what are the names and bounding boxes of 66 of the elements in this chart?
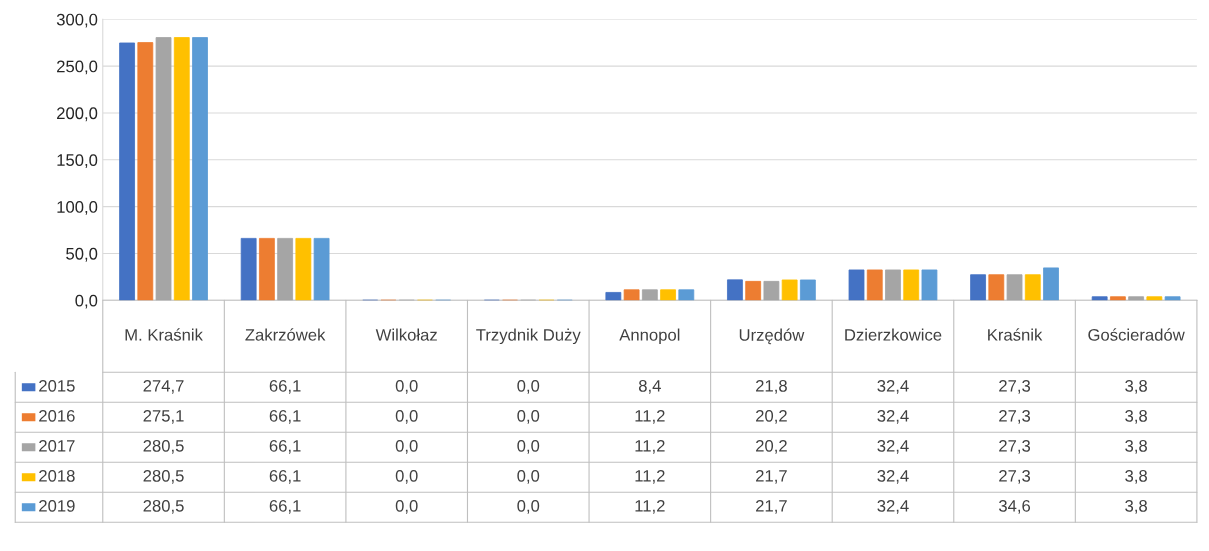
y-tick-label: 0,0 xyxy=(75,294,98,309)
y-tick-label: 300,0 xyxy=(56,13,98,28)
y-tick-label: 50,0 xyxy=(66,247,98,262)
data-label: 11,2 xyxy=(635,469,665,484)
data-label: 66,1 xyxy=(269,499,301,514)
data-label: 11,2 xyxy=(635,409,665,424)
data-label: 0,0 xyxy=(517,379,540,394)
x-tick-label: Urzędów xyxy=(739,328,805,345)
data-label: 32,4 xyxy=(877,409,909,424)
data-label: 3,8 xyxy=(1125,439,1147,454)
data-label: 0,0 xyxy=(517,469,540,484)
data-label: 0,0 xyxy=(395,409,418,424)
data-label: 280,5 xyxy=(143,469,184,484)
x-tick-label: Trzydnik Duży xyxy=(476,328,581,345)
legend-label: 2016 xyxy=(39,409,75,422)
legend-label: 2015 xyxy=(39,379,75,392)
x-tick-label: Zakrzówek xyxy=(245,328,326,341)
data-label: 66,1 xyxy=(269,409,301,424)
data-label: 274,7 xyxy=(143,379,184,394)
data-label: 21,7 xyxy=(756,469,787,484)
data-label: 66,1 xyxy=(269,379,301,394)
y-tick-label: 200,0 xyxy=(57,107,98,122)
x-tick-label: M. Kraśnik xyxy=(125,328,203,341)
data-label: 34,6 xyxy=(998,499,1031,514)
data-label: 0,0 xyxy=(517,499,540,514)
data-label: 20,2 xyxy=(756,409,787,424)
data-label: 27,3 xyxy=(999,469,1031,484)
data-label: 8,4 xyxy=(638,379,661,394)
data-label: 0,0 xyxy=(517,409,540,424)
data-label: 11,2 xyxy=(635,439,665,454)
data-label: 275,1 xyxy=(143,409,184,424)
data-label: 3,8 xyxy=(1125,379,1147,394)
y-tick-label: 250,0 xyxy=(57,60,98,75)
data-label: 3,8 xyxy=(1125,469,1147,484)
data-label: 32,4 xyxy=(877,499,909,514)
data-label: 27,3 xyxy=(999,379,1031,394)
legend-label: 2019 xyxy=(39,499,75,512)
x-tick-label: Annopol xyxy=(619,328,680,345)
data-label: 0,0 xyxy=(395,499,418,514)
data-label: 280,5 xyxy=(143,499,184,514)
data-label: 0,0 xyxy=(395,439,418,454)
data-label: 21,8 xyxy=(756,379,787,394)
y-tick-label: 100,0 xyxy=(57,201,98,215)
data-label: 11,2 xyxy=(635,499,665,514)
data-label: 21,7 xyxy=(756,499,787,514)
data-label: 32,4 xyxy=(877,469,909,484)
x-tick-label: Dzierzkowice xyxy=(845,328,942,341)
data-label: 27,3 xyxy=(999,409,1031,424)
data-label: 66,1 xyxy=(269,469,301,484)
legend-label: 2017 xyxy=(39,439,75,452)
data-label: 66,1 xyxy=(269,439,301,454)
data-label: 3,8 xyxy=(1125,499,1147,514)
x-tick-label: Kraśnik xyxy=(988,328,1043,341)
data-label: 27,3 xyxy=(999,439,1031,454)
x-tick-label: Wilkołaz xyxy=(375,328,437,341)
data-label: 20,2 xyxy=(756,439,787,454)
data-label: 32,4 xyxy=(877,439,909,454)
legend-label: 2018 xyxy=(39,469,75,482)
data-label: 0,0 xyxy=(395,469,418,484)
data-label: 3,8 xyxy=(1125,409,1147,424)
y-tick-label: 150,0 xyxy=(57,154,98,168)
data-label: 32,4 xyxy=(877,379,909,394)
data-label: 0,0 xyxy=(517,439,540,454)
data-label: 280,5 xyxy=(143,439,184,454)
data-label: 0,0 xyxy=(395,379,418,394)
x-tick-label: Gościeradów xyxy=(1088,328,1185,341)
